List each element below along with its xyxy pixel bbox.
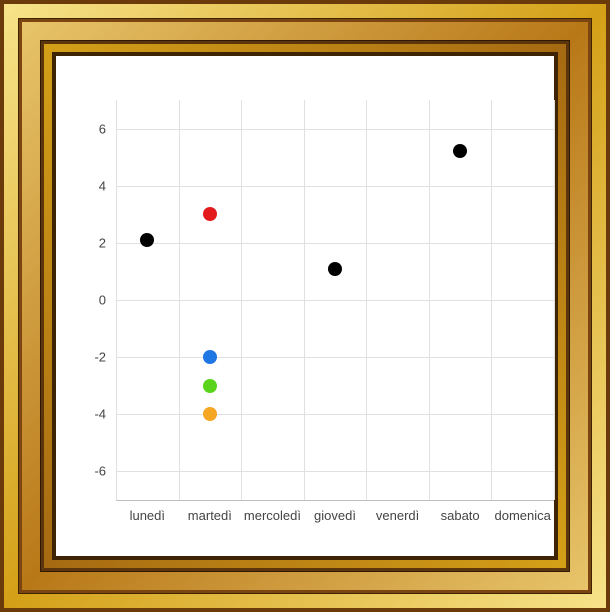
scatter-point — [203, 379, 217, 393]
y-axis-label: 4 — [66, 178, 116, 193]
y-axis-label: -2 — [66, 350, 116, 365]
gridline-vertical — [429, 100, 430, 500]
gridline-horizontal — [116, 243, 554, 244]
scatter-point — [453, 144, 467, 158]
gridline-horizontal — [116, 471, 554, 472]
scatter-chart: -6-4-20246lunedìmartedìmercoledìgiovedìv… — [116, 100, 554, 500]
x-axis-label: venerdì — [376, 500, 419, 523]
gridline-vertical — [554, 100, 555, 500]
gridline-vertical — [304, 100, 305, 500]
y-axis-label: -4 — [66, 407, 116, 422]
gridline-vertical — [491, 100, 492, 500]
chart-canvas: -6 -4 -2 0 2 4 6 lunedì martedì mercoledì giovedì v… — [56, 56, 554, 556]
x-axis-label: giovedì — [314, 500, 356, 523]
gridline-horizontal — [116, 300, 554, 301]
gridline-horizontal — [116, 414, 554, 415]
scatter-point — [328, 262, 342, 276]
gridline-vertical — [179, 100, 180, 500]
gridline-horizontal — [116, 186, 554, 187]
gridline-vertical — [241, 100, 242, 500]
gridline-horizontal — [116, 129, 554, 130]
scatter-point — [203, 207, 217, 221]
x-axis-label: martedì — [188, 500, 232, 523]
y-axis-label: -6 — [66, 464, 116, 479]
gridline-vertical — [366, 100, 367, 500]
y-axis-label: 0 — [66, 293, 116, 308]
scatter-point — [140, 233, 154, 247]
ornate-frame: -6 -4 -2 0 2 4 6 lunedì martedì mercoledì giovedì v… — [0, 0, 610, 612]
y-axis-label: 6 — [66, 121, 116, 136]
x-axis-label: lunedì — [130, 500, 165, 523]
x-axis-label: sabato — [441, 500, 480, 523]
x-axis-label: domenica — [495, 500, 551, 523]
scatter-point — [203, 407, 217, 421]
y-axis-label: 2 — [66, 235, 116, 250]
gridline-vertical — [116, 100, 117, 500]
gridline-horizontal — [116, 357, 554, 358]
x-axis-label: mercoledì — [244, 500, 301, 523]
scatter-point — [203, 350, 217, 364]
